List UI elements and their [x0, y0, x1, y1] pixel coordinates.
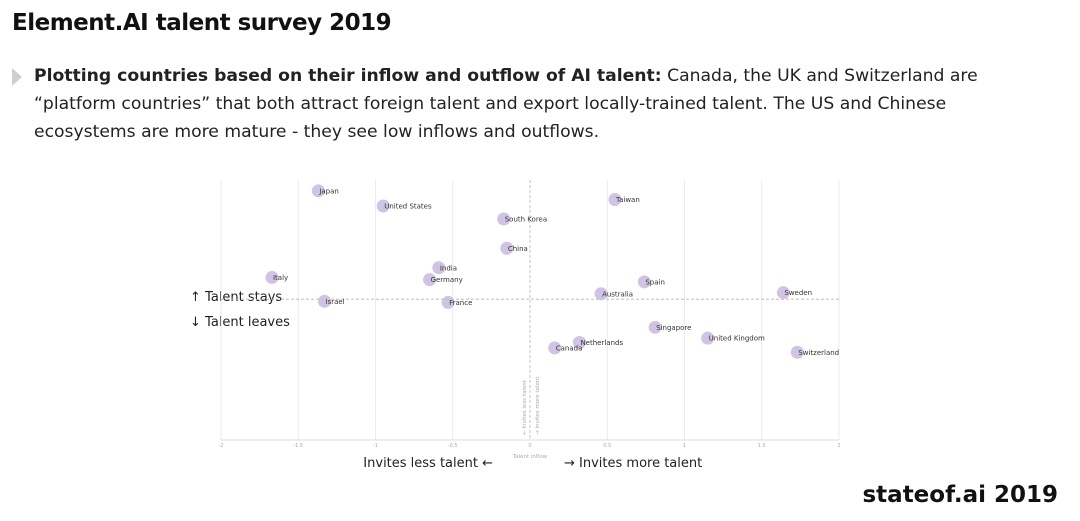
- data-point: [311, 184, 325, 198]
- data-point: [500, 241, 514, 255]
- point-label: Netherlands: [580, 339, 623, 347]
- footer-brand: stateof.ai 2019: [862, 482, 1058, 508]
- data-point: [265, 271, 279, 284]
- x-tick-label: 1: [683, 443, 686, 449]
- point-label: Australia: [602, 290, 633, 298]
- x-axis-title: Talent inflow: [512, 454, 548, 460]
- point-label: Singapore: [656, 324, 691, 332]
- x-tick-label: 1.5: [758, 443, 766, 449]
- data-point: [648, 320, 662, 334]
- data-point: [572, 336, 586, 349]
- x-tick-label: -1: [373, 443, 378, 449]
- point-label: India: [440, 264, 457, 272]
- point-label: Canada: [556, 344, 583, 352]
- point-label: Sweden: [784, 289, 812, 297]
- data-point: [790, 345, 804, 359]
- x-tick-label: 0: [528, 443, 531, 449]
- x-right-label: → Invites more talent: [564, 456, 702, 471]
- y-up-label: ↑ Talent stays: [190, 290, 283, 305]
- point-label: United Kingdom: [709, 335, 765, 343]
- data-point: [441, 295, 455, 309]
- data-point: [608, 193, 622, 206]
- point-label: Taiwan: [615, 196, 640, 204]
- point-label: France: [449, 299, 472, 307]
- data-point: [548, 341, 562, 355]
- data-point: [637, 275, 651, 289]
- data-point: [376, 199, 390, 213]
- data-point: [318, 294, 332, 308]
- x-tick-label: 0.5: [603, 443, 611, 449]
- point-label: China: [508, 245, 528, 253]
- point-label: United States: [384, 203, 432, 211]
- x-tick-label: -1.5: [293, 443, 303, 449]
- y-down-label: ↓ Talent leaves: [190, 315, 290, 330]
- point-label: Italy: [273, 274, 288, 282]
- description: Plotting countries based on their inflow…: [12, 62, 1052, 146]
- point-label: South Korea: [505, 216, 547, 224]
- x-tick-label: -2: [219, 443, 224, 449]
- data-point: [701, 331, 715, 345]
- description-bold: Plotting countries based on their inflow…: [34, 66, 662, 86]
- data-point: [497, 212, 511, 226]
- point-label: Spain: [645, 278, 665, 286]
- point-label: Germany: [431, 276, 463, 284]
- data-point: [432, 261, 446, 275]
- data-point: [776, 286, 790, 300]
- data-point: [423, 273, 437, 287]
- page-title: Element.AI talent survey 2019: [12, 10, 392, 36]
- point-label: Switzerland: [798, 349, 839, 357]
- description-body: Plotting countries based on their inflow…: [34, 62, 1052, 146]
- x-tick-label: -0.5: [448, 443, 458, 449]
- point-label: Japan: [318, 187, 339, 195]
- data-point: [594, 287, 608, 301]
- vertical-axis-label-less: ← Invites less talent: [522, 379, 528, 435]
- description-text: Canada, the UK and Switzerland are “plat…: [34, 66, 978, 142]
- play-marker-icon: [12, 68, 22, 86]
- x-tick-label: 2: [837, 443, 840, 449]
- point-label: Israel: [326, 298, 345, 306]
- vertical-axis-label-more: → Invites more talent: [535, 376, 541, 435]
- x-left-label: Invites less talent ←: [363, 456, 493, 471]
